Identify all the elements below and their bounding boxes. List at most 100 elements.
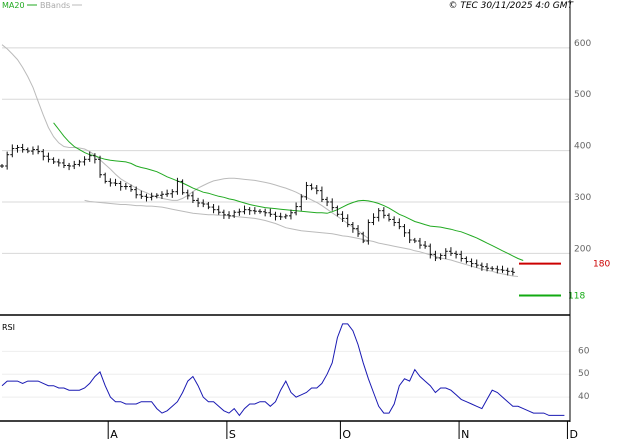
price-bar (36, 145, 41, 155)
price-bar (154, 193, 159, 199)
rsi-panel: 40 50 60 (1, 323, 590, 417)
price-bar (242, 205, 247, 215)
price-bar (108, 178, 113, 187)
x-tick-label: N (461, 428, 469, 440)
price-bar (356, 225, 361, 237)
x-tick-label: D (569, 428, 577, 440)
price-bar (392, 216, 397, 227)
price-bar (196, 197, 201, 208)
price-bar (309, 183, 314, 191)
price-bar (340, 211, 345, 223)
resistance-label: 180 (593, 260, 610, 270)
price-tick-label: 600 (574, 39, 591, 49)
rsi-tick-label: 40 (578, 392, 590, 402)
rsi-tick-label: 60 (578, 346, 590, 356)
price-bar (278, 212, 283, 220)
price-bar (30, 146, 35, 155)
price-tick-label: 300 (574, 193, 591, 203)
price-bar (77, 159, 82, 167)
legend-ma20: MA20 (2, 1, 25, 10)
price-bar (190, 191, 195, 203)
support-label: 118 (568, 291, 585, 301)
price-bar (41, 149, 46, 161)
price-bar (113, 178, 118, 187)
price-bar (175, 177, 180, 195)
price-bar (51, 157, 56, 164)
price-bar (180, 179, 185, 195)
price-bar (118, 180, 123, 191)
price-bar (227, 211, 232, 219)
price-bar (366, 219, 371, 245)
price-bar (381, 207, 386, 219)
price-bar (294, 202, 299, 216)
price-tick-label: 500 (574, 90, 591, 100)
price-bar (433, 250, 438, 262)
price-bar (361, 231, 366, 244)
price-bar (417, 237, 422, 249)
price-bar (288, 209, 293, 220)
price-bar (144, 193, 149, 202)
price-bar (438, 253, 443, 261)
price-bar (335, 205, 340, 217)
price-bar (283, 213, 288, 219)
price-bar (46, 152, 51, 163)
rsi-line (1, 323, 565, 417)
price-bar (268, 208, 273, 217)
price-bar (479, 262, 484, 271)
price-bar (325, 196, 330, 207)
price-bar (252, 207, 257, 215)
price-bar (474, 259, 479, 268)
price-panel: 200 300 400 500 600 180 118 (0, 39, 610, 301)
price-bar (407, 229, 412, 244)
price-bar (319, 186, 324, 202)
price-bar (165, 189, 170, 197)
rsi-tick-label: 50 (578, 369, 590, 379)
price-bar (387, 213, 391, 222)
price-bar (211, 204, 216, 214)
price-bar (61, 158, 66, 169)
price-bar (206, 201, 211, 210)
price-bar (221, 209, 226, 219)
price-bar (123, 182, 128, 190)
price-bar (423, 241, 428, 249)
chart-legend: MA20 BBands (2, 1, 82, 10)
price-bar (448, 247, 453, 256)
price-tick-label: 200 (574, 244, 591, 254)
price-bar (314, 185, 319, 195)
price-bar (232, 210, 237, 218)
price-bar (0, 163, 4, 169)
price-bar (139, 190, 144, 199)
price-bar (350, 222, 355, 233)
price-bar (201, 199, 206, 208)
price-bar (149, 192, 154, 201)
price-bar (371, 213, 376, 226)
price-bar (469, 258, 474, 268)
price-bar (185, 189, 190, 200)
price-bar (98, 155, 103, 178)
price-bar (345, 214, 350, 228)
price-bar (510, 267, 515, 276)
price-bar (129, 184, 133, 192)
price-bar (459, 250, 464, 262)
price-bar (443, 248, 448, 259)
price-bar (273, 211, 278, 221)
price-bar (87, 151, 92, 162)
x-tick-label: S (229, 428, 236, 440)
x-tick-label: O (342, 428, 351, 440)
price-bar (397, 218, 402, 230)
price-bar (402, 224, 407, 237)
price-bar (237, 208, 242, 216)
price-bar (25, 147, 30, 154)
price-bar (304, 181, 309, 200)
price-bar (428, 243, 433, 259)
price-bar (15, 144, 20, 153)
price-bar (500, 265, 505, 273)
bbands-lower-line (84, 199, 519, 277)
price-bar (454, 250, 459, 259)
price-bar (159, 191, 164, 199)
price-tick-label: 400 (574, 142, 591, 152)
ma20-line (53, 122, 524, 261)
price-bar (505, 267, 510, 276)
price-bar (258, 209, 262, 214)
